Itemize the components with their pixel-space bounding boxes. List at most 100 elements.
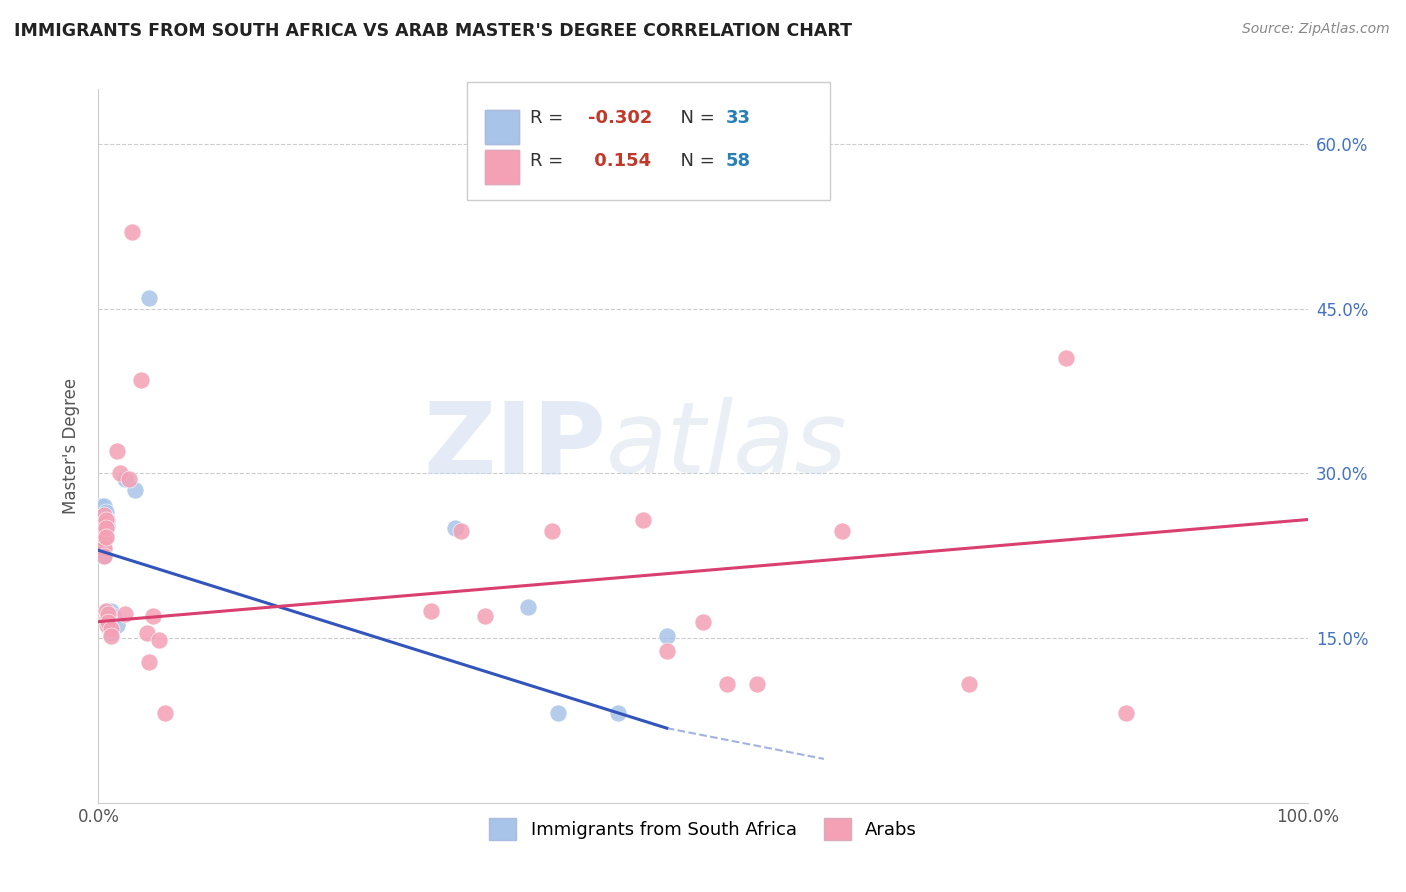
Point [91, 510, 114, 524]
Point [100, 604, 122, 618]
Point [1115, 706, 1137, 720]
Point [105, 618, 128, 632]
Text: atlas: atlas [606, 398, 848, 494]
Point [100, 623, 122, 637]
Point [93, 534, 115, 549]
Point [93, 543, 115, 558]
Point [91, 533, 114, 547]
Point [98, 623, 121, 637]
Text: IMMIGRANTS FROM SOUTH AFRICA VS ARAB MASTER'S DEGREE CORRELATION CHART: IMMIGRANTS FROM SOUTH AFRICA VS ARAB MAS… [14, 22, 852, 40]
Point [747, 677, 769, 691]
Point [90, 500, 112, 514]
Point [101, 609, 124, 624]
Text: 58: 58 [725, 152, 751, 169]
Y-axis label: Master's Degree: Master's Degree [62, 378, 80, 514]
Point [100, 618, 122, 632]
Point [96, 604, 118, 618]
Point [94, 516, 117, 530]
Point [91, 512, 114, 526]
Point [420, 604, 443, 618]
Point [607, 706, 630, 720]
Point [93, 524, 115, 538]
Point [121, 225, 143, 239]
Point [96, 512, 118, 526]
Text: N =: N = [669, 152, 721, 169]
Point [91, 505, 114, 519]
Point [114, 472, 136, 486]
Point [94, 604, 117, 618]
Text: R =: R = [530, 152, 569, 169]
Point [90, 516, 112, 530]
Point [94, 524, 117, 538]
Point [105, 444, 128, 458]
FancyBboxPatch shape [467, 82, 830, 200]
Point [96, 618, 118, 632]
Point [114, 607, 136, 621]
Point [124, 483, 146, 497]
Point [450, 524, 472, 538]
Point [91, 521, 114, 535]
Point [474, 609, 496, 624]
Point [547, 706, 569, 720]
Point [91, 519, 114, 533]
FancyBboxPatch shape [485, 150, 519, 184]
Point [93, 500, 115, 514]
Point [692, 615, 714, 629]
Point [138, 291, 160, 305]
Text: -0.302: -0.302 [588, 109, 652, 127]
Point [94, 505, 117, 519]
Point [96, 611, 118, 625]
Point [631, 512, 654, 526]
Point [94, 521, 117, 535]
Point [93, 516, 115, 530]
Point [97, 607, 120, 621]
Point [97, 615, 120, 629]
Point [93, 508, 115, 523]
Point [153, 706, 176, 720]
Text: ZIP: ZIP [423, 398, 606, 494]
Point [91, 524, 114, 538]
Point [100, 625, 122, 640]
Point [93, 510, 115, 524]
Point [93, 541, 115, 555]
Point [96, 519, 118, 533]
Point [142, 609, 165, 624]
Point [91, 534, 114, 549]
Point [97, 618, 120, 632]
Point [129, 373, 152, 387]
Point [94, 530, 117, 544]
Point [96, 611, 118, 625]
Point [98, 611, 121, 625]
Point [91, 516, 114, 530]
Point [108, 467, 131, 481]
Point [93, 526, 115, 541]
Point [957, 677, 980, 691]
FancyBboxPatch shape [485, 110, 519, 145]
Point [135, 625, 157, 640]
Point [540, 524, 562, 538]
Point [94, 530, 117, 544]
Point [716, 677, 738, 691]
Point [148, 633, 170, 648]
Point [93, 521, 115, 535]
Point [97, 607, 120, 621]
Text: 0.154: 0.154 [588, 152, 651, 169]
Legend: Immigrants from South Africa, Arabs: Immigrants from South Africa, Arabs [482, 811, 924, 847]
Point [138, 655, 160, 669]
Point [831, 524, 853, 538]
Point [93, 533, 115, 547]
Point [91, 526, 114, 541]
Point [1054, 351, 1077, 366]
Point [93, 549, 115, 563]
Text: R =: R = [530, 109, 569, 127]
Point [100, 629, 122, 643]
Point [94, 512, 117, 526]
Point [93, 549, 115, 563]
Point [655, 629, 678, 643]
Point [516, 600, 538, 615]
Point [444, 521, 467, 535]
Text: N =: N = [669, 109, 721, 127]
Point [118, 472, 141, 486]
Point [655, 644, 678, 658]
Text: Source: ZipAtlas.com: Source: ZipAtlas.com [1241, 22, 1389, 37]
